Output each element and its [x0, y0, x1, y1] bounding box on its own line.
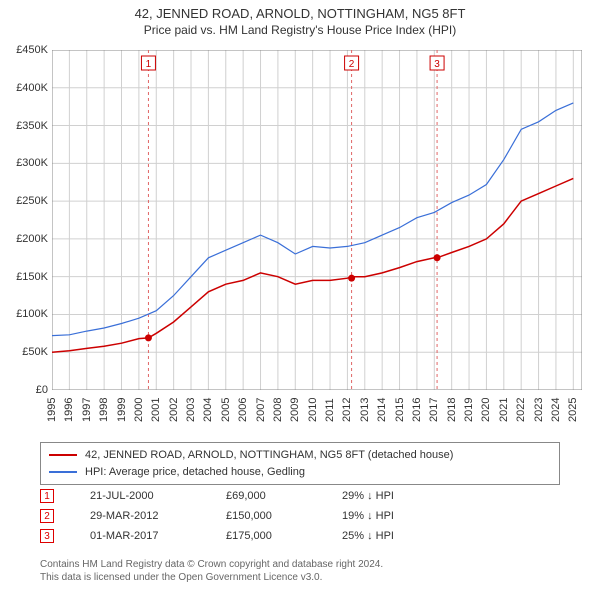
titles: 42, JENNED ROAD, ARNOLD, NOTTINGHAM, NG5… — [0, 0, 600, 37]
svg-text:1: 1 — [146, 59, 152, 70]
x-tick-label: 2020 — [480, 398, 492, 422]
y-tick-label: £250K — [4, 195, 48, 207]
y-tick-label: £300K — [4, 157, 48, 169]
x-tick-label: 2006 — [237, 398, 249, 422]
footer-line-1: Contains HM Land Registry data © Crown c… — [40, 558, 383, 571]
x-axis-labels: 1995199619971998199920002001200220032004… — [52, 394, 582, 438]
legend-swatch-2 — [49, 471, 77, 473]
marker-date: 01-MAR-2017 — [90, 530, 190, 542]
marker-row: 1 21-JUL-2000 £69,000 29% ↓ HPI — [40, 486, 560, 506]
x-tick-label: 2002 — [168, 398, 180, 422]
x-tick-label: 2005 — [220, 398, 232, 422]
marker-delta: 19% ↓ HPI — [342, 510, 442, 522]
x-tick-label: 2009 — [289, 398, 301, 422]
x-tick-label: 2022 — [515, 398, 527, 422]
marker-badge: 1 — [40, 489, 54, 503]
svg-text:3: 3 — [434, 59, 440, 70]
marker-delta: 25% ↓ HPI — [342, 530, 442, 542]
y-tick-label: £450K — [4, 44, 48, 56]
x-tick-label: 2015 — [394, 398, 406, 422]
y-tick-label: £400K — [4, 82, 48, 94]
x-tick-label: 2019 — [463, 398, 475, 422]
legend-label-2: HPI: Average price, detached house, Gedl… — [85, 464, 305, 481]
y-tick-label: £100K — [4, 308, 48, 320]
legend-row: HPI: Average price, detached house, Gedl… — [49, 464, 551, 481]
svg-text:2: 2 — [349, 59, 355, 70]
x-tick-label: 2001 — [150, 398, 162, 422]
marker-badge: 2 — [40, 509, 54, 523]
chart-container: 42, JENNED ROAD, ARNOLD, NOTTINGHAM, NG5… — [0, 0, 600, 590]
x-tick-label: 1998 — [98, 398, 110, 422]
footer-line-2: This data is licensed under the Open Gov… — [40, 571, 383, 584]
x-tick-label: 1996 — [63, 398, 75, 422]
y-tick-label: £200K — [4, 233, 48, 245]
x-tick-label: 2011 — [324, 398, 336, 422]
marker-price: £69,000 — [226, 490, 306, 502]
x-tick-label: 2016 — [411, 398, 423, 422]
x-tick-label: 2004 — [202, 398, 214, 422]
marker-date: 29-MAR-2012 — [90, 510, 190, 522]
x-tick-label: 2021 — [498, 398, 510, 422]
marker-row: 3 01-MAR-2017 £175,000 25% ↓ HPI — [40, 526, 560, 546]
marker-price: £175,000 — [226, 530, 306, 542]
x-tick-label: 2014 — [376, 398, 388, 422]
marker-date: 21-JUL-2000 — [90, 490, 190, 502]
y-tick-label: £0 — [4, 384, 48, 396]
x-tick-label: 2003 — [185, 398, 197, 422]
x-tick-label: 2000 — [133, 398, 145, 422]
marker-row: 2 29-MAR-2012 £150,000 19% ↓ HPI — [40, 506, 560, 526]
x-tick-label: 2013 — [359, 398, 371, 422]
legend-row: 42, JENNED ROAD, ARNOLD, NOTTINGHAM, NG5… — [49, 447, 551, 464]
legend-label-1: 42, JENNED ROAD, ARNOLD, NOTTINGHAM, NG5… — [85, 447, 453, 464]
y-tick-label: £50K — [4, 346, 48, 358]
plot-area: 1 2 3 — [52, 50, 582, 390]
x-tick-label: 1997 — [81, 398, 93, 422]
x-tick-label: 2007 — [255, 398, 267, 422]
x-tick-label: 2008 — [272, 398, 284, 422]
marker-table: 1 21-JUL-2000 £69,000 29% ↓ HPI 2 29-MAR-2012… — [40, 486, 560, 546]
y-tick-label: £150K — [4, 271, 48, 283]
marker-price: £150,000 — [226, 510, 306, 522]
chart-title: 42, JENNED ROAD, ARNOLD, NOTTINGHAM, NG5… — [0, 6, 600, 21]
x-tick-label: 1995 — [46, 398, 58, 422]
x-tick-label: 1999 — [116, 398, 128, 422]
marker-badge: 3 — [40, 529, 54, 543]
legend: 42, JENNED ROAD, ARNOLD, NOTTINGHAM, NG5… — [40, 442, 560, 485]
x-tick-label: 2018 — [446, 398, 458, 422]
x-tick-label: 2017 — [428, 398, 440, 422]
y-axis-labels: £0£50K£100K£150K£200K£250K£300K£350K£400… — [4, 50, 50, 390]
chart-svg: 1 2 3 — [52, 50, 582, 390]
chart-subtitle: Price paid vs. HM Land Registry's House … — [0, 23, 600, 37]
footer: Contains HM Land Registry data © Crown c… — [40, 558, 383, 584]
x-tick-label: 2012 — [341, 398, 353, 422]
y-tick-label: £350K — [4, 120, 48, 132]
x-tick-label: 2023 — [533, 398, 545, 422]
x-tick-label: 2025 — [567, 398, 579, 422]
marker-delta: 29% ↓ HPI — [342, 490, 442, 502]
x-tick-label: 2010 — [307, 398, 319, 422]
legend-swatch-1 — [49, 454, 77, 456]
x-tick-label: 2024 — [550, 398, 562, 422]
